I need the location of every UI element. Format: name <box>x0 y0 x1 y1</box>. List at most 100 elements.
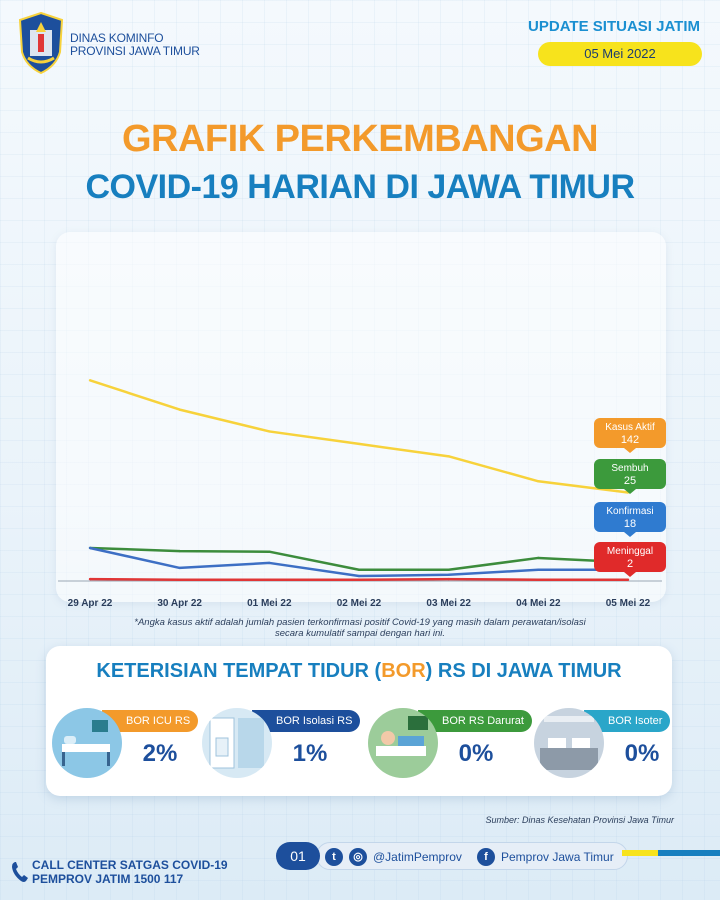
page-title-line2: COVID-19 HARIAN DI JAWA TIMUR <box>85 168 635 206</box>
end-label-box <box>594 542 666 572</box>
data-point <box>447 573 450 576</box>
call-center-line2: PEMPROV JATIM 1500 117 <box>32 872 184 886</box>
bor-title-pre: KETERISIAN TEMPAT TIDUR ( <box>96 660 382 682</box>
data-point <box>178 566 181 570</box>
x-tick-label: 29 Apr 22 <box>68 598 113 609</box>
bor-item-darurat: BOR RS Darurat 0% <box>368 708 532 780</box>
data-point <box>537 556 540 560</box>
data-point <box>268 561 271 565</box>
x-tick-label: 01 Mei 22 <box>247 598 292 609</box>
org-line2: PROVINSI JAWA TIMUR <box>70 44 200 58</box>
data-point <box>537 480 540 483</box>
line-chart: 29 Apr 22 30 Apr 22 01 Mei 22 02 Mei 22 03 M… <box>58 379 666 609</box>
data-point <box>537 568 540 571</box>
data-point <box>268 578 271 581</box>
end-label-name: Sembuh <box>611 463 648 474</box>
series-line-kasus-aktif <box>89 379 629 494</box>
social-handle[interactable]: @JatimPemprov <box>373 850 462 864</box>
page-title-line1: GRAFIK PERKEMBANGAN <box>121 118 599 160</box>
end-label-box <box>594 502 666 532</box>
data-point <box>178 578 181 581</box>
footnote-line1: *Angka kasus aktif adalah jumlah pasien … <box>134 617 586 628</box>
bor-item-isolasi: BOR Isolasi RS 1% <box>202 708 361 780</box>
bor-title-post: ) RS DI JAWA TIMUR <box>425 660 622 682</box>
x-tick-label: 03 Mei 22 <box>426 598 471 609</box>
icu-bed-icon <box>52 708 122 778</box>
data-point <box>537 578 540 581</box>
bor-title-highlight: BOR <box>381 660 426 682</box>
data-point <box>447 455 450 458</box>
social-row: t ◎ @JatimPemprov f Pemprov Jawa Timur <box>316 842 628 870</box>
data-point <box>626 578 630 581</box>
end-label-value: 142 <box>621 434 639 446</box>
bor-item-isoter: BOR Isoter 0% <box>534 708 674 780</box>
call-center: CALL CENTER SATGAS COVID-19 PEMPROV JATI… <box>32 858 228 886</box>
bor-value-isoter: 0% <box>624 740 660 767</box>
chart-card <box>56 232 666 602</box>
call-center-line1: CALL CENTER SATGAS COVID-19 <box>32 858 228 872</box>
org-name: DINAS KOMINFO PROVINSI JAWA TIMUR <box>70 32 200 58</box>
end-label-value: 18 <box>624 518 636 530</box>
bor-value-icu: 2% <box>142 740 178 767</box>
bor-label-darurat: BOR RS Darurat <box>418 710 532 732</box>
data-point <box>357 574 361 578</box>
stripe-yellow <box>622 850 658 856</box>
phone-icon <box>12 862 28 882</box>
data-point <box>268 430 271 433</box>
end-label-name: Konfirmasi <box>606 506 653 517</box>
isolation-room-icon <box>202 708 272 778</box>
end-label-box <box>594 459 666 489</box>
data-point <box>357 578 361 581</box>
bor-value-darurat: 0% <box>458 740 494 767</box>
data-point <box>357 568 361 571</box>
jatim-logo <box>18 12 64 74</box>
end-label-pointer <box>624 572 636 577</box>
end-label-pointer <box>624 489 636 494</box>
data-point <box>178 408 181 411</box>
data-point <box>88 577 92 581</box>
end-label-name: Kasus Aktif <box>605 422 655 433</box>
data-point <box>447 577 450 581</box>
data-point <box>447 568 450 571</box>
social-bar: t ◎ @JatimPemprov f Pemprov Jawa Timur 0… <box>276 842 646 870</box>
end-label-pointer <box>624 448 636 453</box>
end-label-value: 25 <box>624 475 636 487</box>
bor-label-isolasi: BOR Isolasi RS <box>252 710 361 732</box>
data-point <box>357 442 361 446</box>
org-line1: DINAS KOMINFO <box>70 31 164 45</box>
stripe-blue <box>658 850 720 856</box>
emergency-hospital-icon <box>368 708 438 778</box>
bor-item-icu: BOR ICU RS 2% <box>52 708 199 780</box>
page-number: 01 <box>276 842 320 870</box>
x-tick-label: 04 Mei 22 <box>516 598 561 609</box>
end-label-value: 2 <box>627 558 633 570</box>
facebook-icon[interactable]: f <box>477 848 495 866</box>
date-badge: 05 Mei 2022 <box>538 42 702 66</box>
isoter-room-icon <box>534 708 604 778</box>
data-point <box>88 379 92 382</box>
data-point <box>268 550 271 553</box>
series-line-konfirmasi <box>89 546 628 578</box>
data-point <box>178 549 181 553</box>
end-label-box <box>594 418 666 448</box>
end-label-pointer <box>624 532 636 537</box>
update-title: UPDATE SITUASI JATIM <box>528 18 700 35</box>
source-note: Sumber: Dinas Kesehatan Provinsi Jawa Ti… <box>485 815 675 825</box>
twitter-icon[interactable]: t <box>325 848 343 866</box>
bor-label-isoter: BOR Isoter <box>584 710 671 732</box>
facebook-page[interactable]: Pemprov Jawa Timur <box>501 850 614 864</box>
instagram-icon[interactable]: ◎ <box>349 848 367 866</box>
x-tick-label: 30 Apr 22 <box>157 598 202 609</box>
x-tick-label: 05 Mei 22 <box>606 598 651 609</box>
chart-footnote: *Angka kasus aktif adalah jumlah pasien … <box>60 617 660 639</box>
bor-value-isolasi: 1% <box>292 740 328 767</box>
footnote-line2: secara kumulatif sampai dengan hari ini. <box>274 628 446 639</box>
bor-title: KETERISIAN TEMPAT TIDUR (BOR) RS DI JAWA… <box>46 660 672 683</box>
end-label-name: Meninggal <box>607 546 653 557</box>
bor-label-icu: BOR ICU RS <box>102 710 199 732</box>
data-point <box>88 546 92 550</box>
